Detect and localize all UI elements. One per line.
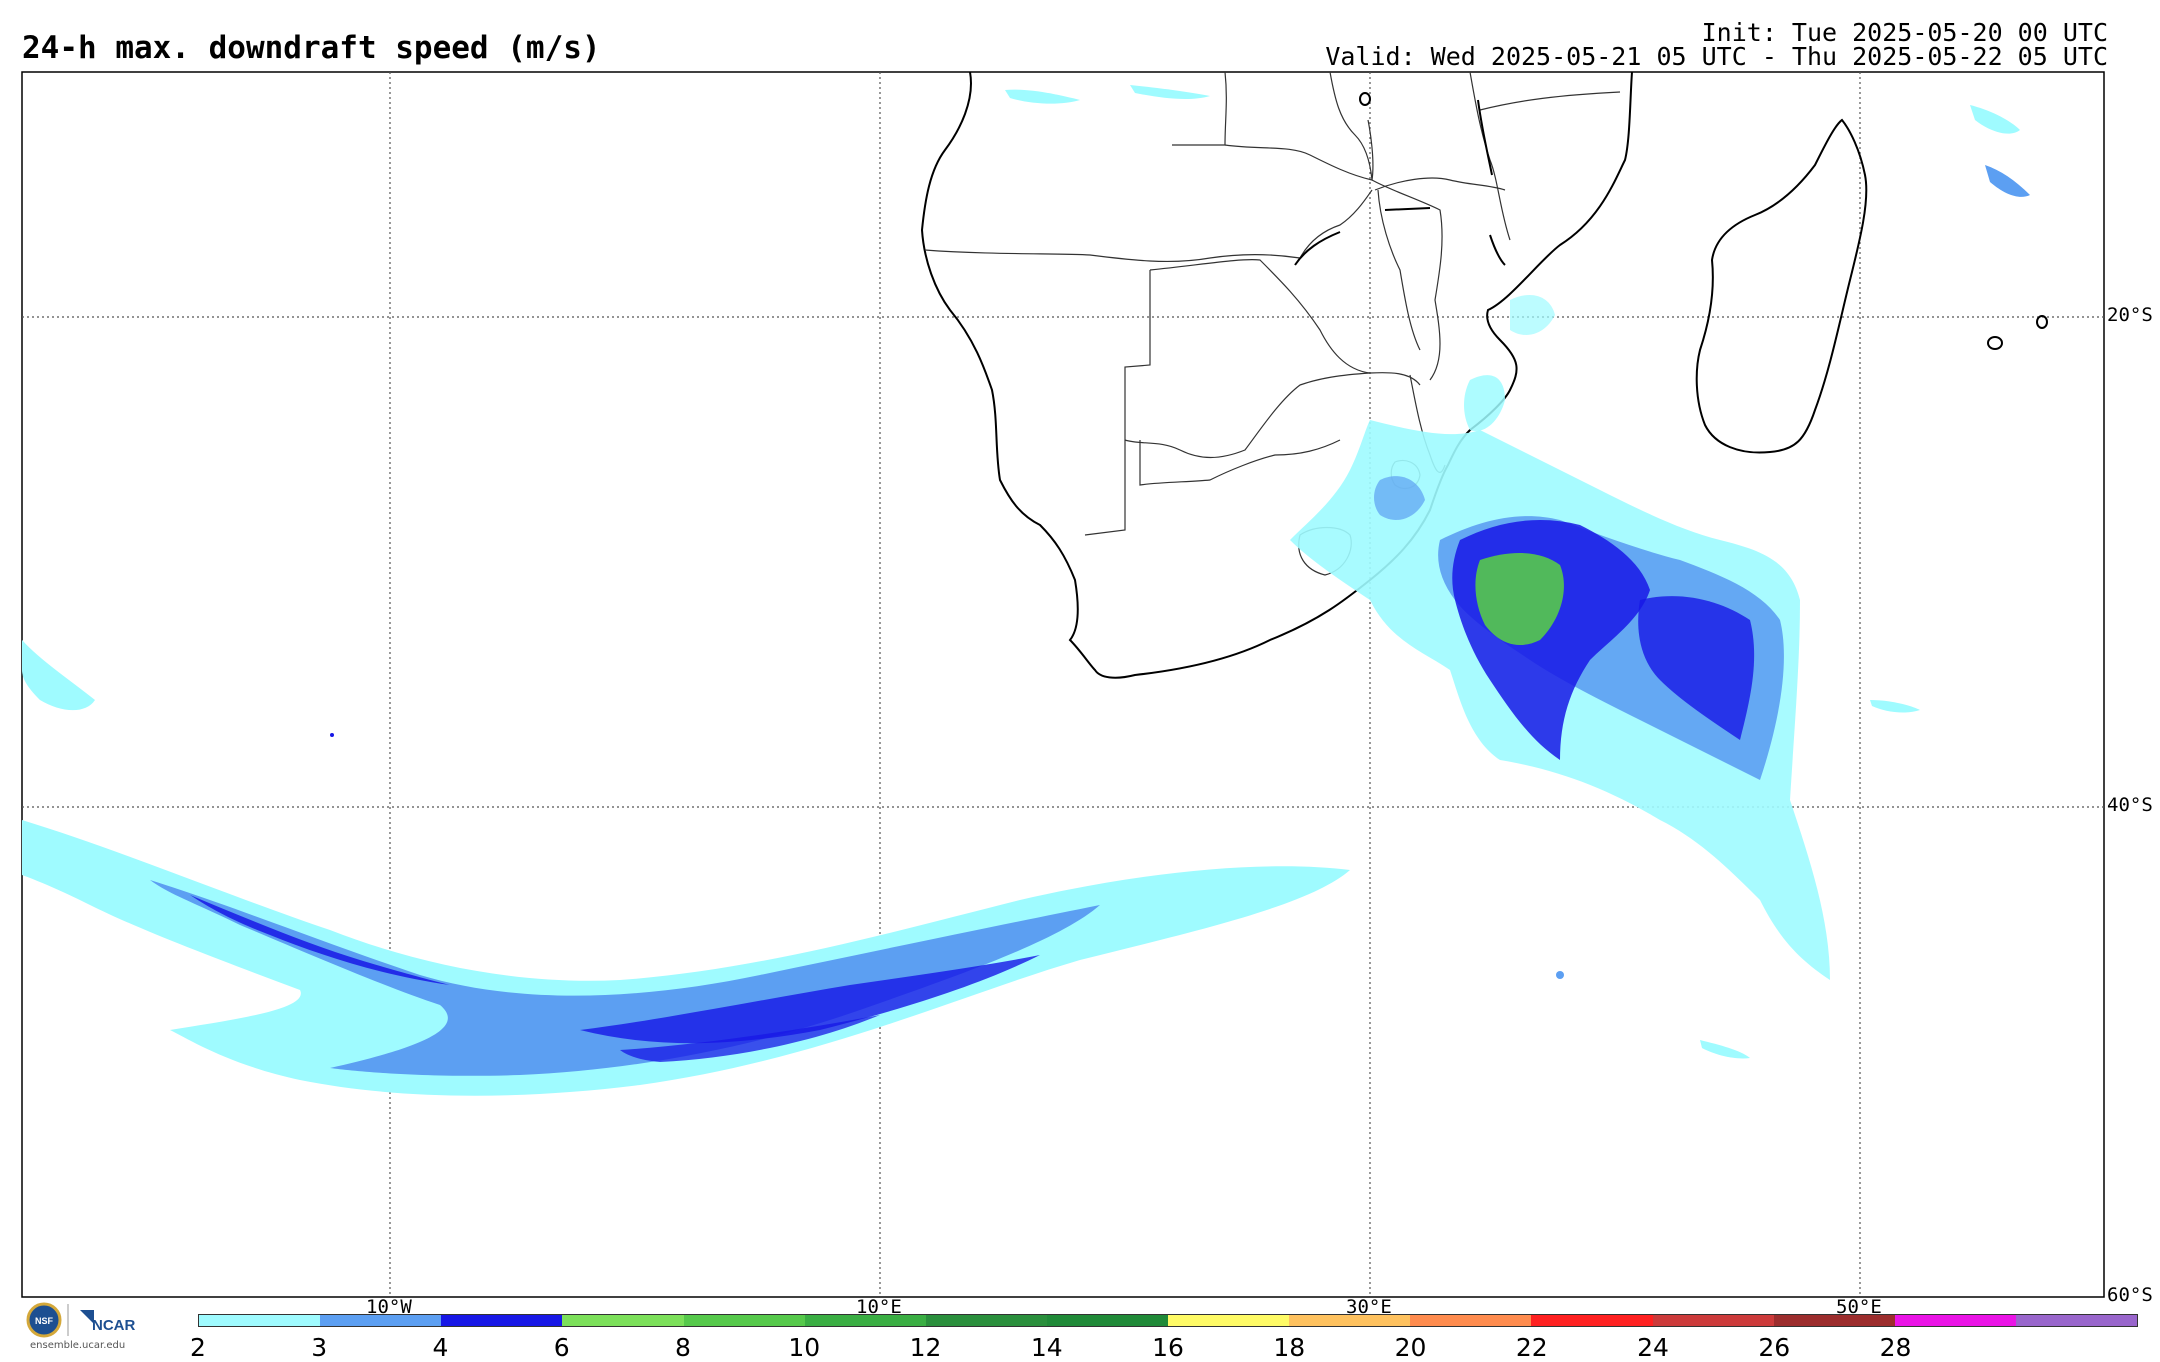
border-7: [1172, 71, 1227, 146]
colorbar-segment: [562, 1315, 684, 1326]
colorbar-tick-label: 20: [1394, 1333, 1427, 1362]
downdraft-cluster-indian-ocean: [1290, 295, 1830, 980]
band-dark-streak: [620, 1015, 880, 1062]
ncar-logo: NSF NCAR: [26, 1302, 135, 1338]
country-borders: [924, 71, 1621, 576]
ncar-mark-icon: [80, 1310, 94, 1324]
cluster-green: [1475, 553, 1564, 645]
cluster-mozambique: [1464, 375, 1505, 431]
colorbar-segment: [1410, 1315, 1532, 1326]
coast-west-africa: [920, 71, 1633, 679]
border-12: [1479, 91, 1621, 111]
colorbar-segment: [1894, 1315, 2016, 1326]
colorbar-tick-label: 6: [553, 1333, 570, 1362]
colorbar-segment: [1168, 1315, 1290, 1326]
lakes: [1294, 99, 1506, 266]
border-5: [1139, 439, 1341, 486]
colorbar-segment: [1046, 1315, 1168, 1326]
border-11: [1469, 71, 1511, 241]
colorbar-tick-label: 8: [675, 1333, 691, 1362]
site-url: ensemble.ucar.edu: [30, 1340, 126, 1351]
colorbar: [198, 1314, 2138, 1327]
cluster-coast: [1374, 476, 1425, 520]
border-9: [1371, 179, 1443, 381]
lon-label-30e: 30°E: [1346, 1296, 1392, 1318]
cell-ne-1: [1970, 105, 2020, 134]
border-15: [1329, 71, 1373, 181]
colorbar-tick-label: 14: [1030, 1333, 1063, 1362]
border-10: [1374, 177, 1506, 191]
colorbar-segment: [199, 1315, 321, 1326]
border-2: [1084, 270, 1151, 536]
colorbar-segment: [804, 1315, 926, 1326]
border-1: [924, 249, 1301, 263]
lon-label-10e: 10°E: [856, 1296, 902, 1318]
valid-time-range: Valid: Wed 2025-05-21 05 UTC - Thu 2025-…: [1325, 42, 2108, 71]
colorbar-segment: [2015, 1315, 2137, 1326]
lat-label-20s: 20°S: [2107, 304, 2153, 326]
colorbar-segment: [683, 1315, 805, 1326]
colorbar-segment: [320, 1315, 442, 1326]
cell-ne-7: [1556, 971, 1564, 979]
chart-title: 24-h max. downdraft speed (m/s): [22, 30, 601, 66]
colorbar-tick-label: 10: [788, 1333, 821, 1362]
africa-coastline: [920, 71, 2048, 679]
island-reunion: [1987, 336, 2003, 350]
colorbar-segment: [1289, 1315, 1411, 1326]
island-mauritius: [2036, 315, 2048, 329]
colorbar-segment: [925, 1315, 1047, 1326]
colorbar-tick-label: 28: [1879, 1333, 1912, 1362]
cell-ne-4: [1130, 85, 1210, 100]
border-14: [1299, 189, 1373, 259]
colorbar-segment: [1652, 1315, 1774, 1326]
colorbar-segment: [441, 1315, 563, 1326]
band-light: [22, 820, 1350, 1096]
colorbar-tick-label: 26: [1758, 1333, 1791, 1362]
colorbar-tick-label: 12: [909, 1333, 942, 1362]
border-3: [1149, 259, 1421, 386]
border-8: [1224, 119, 1374, 181]
colorbar-tick-label: 24: [1637, 1333, 1669, 1362]
lon-label-50e: 50°E: [1836, 1296, 1882, 1318]
graticule: [22, 72, 2104, 1297]
downdraft-cells-northeast: [1005, 85, 2030, 1059]
nsf-seal-icon: [26, 1302, 62, 1338]
coast-madagascar: [1695, 118, 1868, 454]
colorbar-tick-label: 22: [1515, 1333, 1548, 1362]
lake-cahora: [1384, 207, 1431, 211]
cluster-channel: [1510, 295, 1555, 335]
colorbar-tick-label: 18: [1273, 1333, 1306, 1362]
downdraft-cells-west: [22, 640, 334, 737]
cell-west-2: [330, 733, 334, 737]
cell-west-1: [22, 640, 95, 711]
cell-ne-5: [1870, 700, 1920, 713]
colorbar-segment: [1531, 1315, 1653, 1326]
colorbar-tick-label: 4: [432, 1333, 449, 1362]
border-13: [1377, 189, 1421, 351]
lake-malawi: [1477, 99, 1493, 176]
lat-label-60s: 60°S: [2107, 1284, 2153, 1306]
init-time: Init: Tue 2025-05-20 00 UTC: [1701, 18, 2108, 47]
lon-label-10w: 10°W: [366, 1296, 412, 1318]
island-comoros: [1359, 92, 1371, 106]
lat-label-40s: 40°S: [2107, 794, 2153, 816]
lake-ext: [1489, 234, 1506, 266]
colorbar-tick-label: 16: [1152, 1333, 1184, 1362]
lake-kariba: [1294, 231, 1341, 266]
nsf-seal-text: NSF: [35, 1316, 54, 1326]
colorbar-tick-label: 2: [190, 1333, 206, 1362]
cell-ne-3: [1005, 89, 1080, 104]
cluster-dark-east: [1638, 596, 1755, 740]
downdraft-band-atlantic: [22, 820, 1350, 1096]
cell-ne-2: [1985, 165, 2030, 197]
colorbar-tick-label: 3: [311, 1333, 328, 1362]
band-dark-core: [580, 955, 1040, 1044]
border-4: [1124, 372, 1371, 459]
ncar-logo-text: NCAR: [92, 1317, 135, 1334]
colorbar-segment: [1773, 1315, 1895, 1326]
cell-ne-6: [1700, 1040, 1750, 1059]
